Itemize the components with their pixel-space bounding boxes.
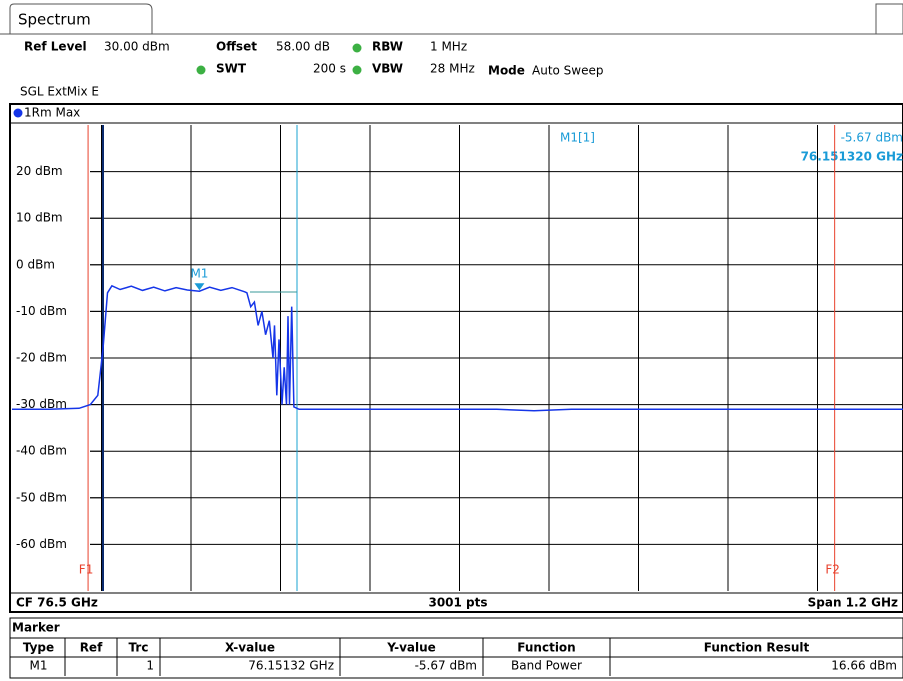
marker-label: M1 [190, 267, 208, 281]
rbw-label: RBW [372, 40, 403, 54]
plot-frame [9, 103, 903, 613]
table-cell: M1 [30, 659, 48, 673]
table-header-cell: Y-value [386, 641, 436, 655]
swt-label: SWT [216, 62, 247, 76]
status-dot [352, 65, 362, 75]
y-tick-label: 20 dBm [16, 164, 63, 178]
readout-level: -5.67 dBm [841, 131, 903, 145]
offset: 58.00 dB [276, 40, 330, 54]
readout-freq: 76.151320 GHz [801, 150, 903, 164]
table-cell: 16.66 dBm [831, 659, 897, 673]
y-tick-label: -50 dBm [16, 490, 67, 504]
marker-table-frame [9, 617, 903, 679]
vbw-label: VBW [372, 62, 403, 76]
y-tick-label: -40 dBm [16, 444, 67, 458]
y-tick-label: -20 dBm [16, 351, 67, 365]
ref-level: 30.00 dBm [104, 40, 170, 54]
y-tick-label: -60 dBm [16, 537, 67, 551]
table-header-cell: X-value [225, 641, 275, 655]
table-cell: 76.15132 GHz [248, 659, 334, 673]
toolbar-icon[interactable] [875, 3, 903, 35]
y-tick-label: 10 dBm [16, 211, 63, 225]
center-frequency: CF 76.5 GHz [16, 596, 98, 610]
mode: Auto Sweep [532, 64, 604, 78]
table-header-cell: Ref [80, 641, 103, 655]
y-tick-label: 0 dBm [16, 257, 55, 271]
sweep-info: SGL ExtMix E [20, 85, 99, 99]
span: Span 1.2 GHz [808, 596, 898, 610]
readout-name: M1[1] [560, 131, 595, 145]
tab-title[interactable]: Spectrum [18, 11, 91, 29]
trace-label: 1Rm Max [24, 106, 80, 120]
table-header-cell: Type [23, 641, 54, 655]
marker-table-title: Marker [12, 621, 60, 635]
trace [12, 284, 903, 412]
ref-level-label: Ref Level [24, 40, 87, 54]
table-cell: 1 [146, 659, 154, 673]
table-cell: -5.67 dBm [415, 659, 477, 673]
status-dot [196, 65, 206, 75]
table-cell: Band Power [511, 659, 582, 673]
sweep-points: 3001 pts [428, 596, 487, 610]
table-header-cell: Function [517, 641, 575, 655]
y-tick-label: -30 dBm [16, 397, 67, 411]
vbw: 28 MHz [430, 62, 475, 76]
swt: 200 s [313, 62, 346, 76]
table-header-cell: Function Result [704, 641, 810, 655]
status-dot [352, 43, 362, 53]
mode-label: Mode [488, 64, 525, 78]
trace-dot [13, 108, 23, 118]
marker [194, 283, 205, 291]
tab[interactable] [9, 3, 153, 34]
rbw: 1 MHz [430, 40, 467, 54]
frequency-line-label: F1 [79, 563, 94, 577]
table-header-cell: Trc [129, 641, 149, 655]
y-tick-label: -10 dBm [16, 304, 67, 318]
offset-label: Offset [216, 40, 257, 54]
frequency-line-label: F2 [825, 563, 840, 577]
